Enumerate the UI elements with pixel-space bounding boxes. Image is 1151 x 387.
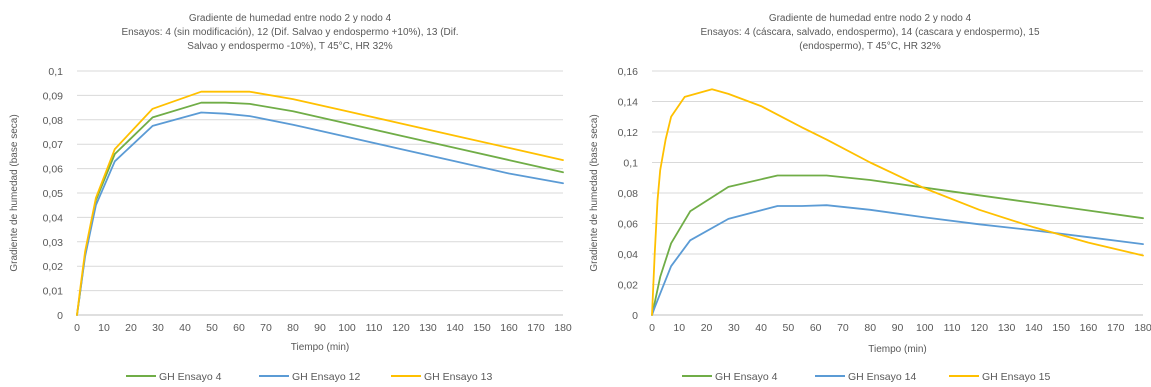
x-tick-label: 170 xyxy=(527,322,545,334)
x-tick-label: 30 xyxy=(728,322,740,334)
x-tick-label: 130 xyxy=(998,322,1016,334)
x-tick-label: 70 xyxy=(837,322,849,334)
chart-title-line: Gradiente de humedad entre nodo 2 y nodo… xyxy=(189,13,392,24)
x-tick-label: 110 xyxy=(944,322,961,334)
x-tick-label: 120 xyxy=(971,322,989,334)
legend-label: GH Ensayo 4 xyxy=(159,371,222,383)
x-tick-label: 80 xyxy=(864,322,876,334)
x-tick-label: 140 xyxy=(1025,322,1043,334)
y-tick-label: 0,08 xyxy=(618,188,639,200)
x-tick-label: 150 xyxy=(1052,322,1070,334)
series-line-2 xyxy=(76,111,564,316)
series-line-1 xyxy=(651,174,1144,316)
chart-title-line: Ensayos: 4 (sin modificación), 12 (Dif. … xyxy=(121,27,458,38)
x-tick-label: 50 xyxy=(206,322,218,334)
y-tick-label: 0,03 xyxy=(43,237,64,249)
series-line-2 xyxy=(651,204,1144,316)
x-tick-label: 90 xyxy=(892,322,904,334)
y-tick-label: 0,06 xyxy=(618,219,639,231)
chart-title-line: Gradiente de humedad entre nodo 2 y nodo… xyxy=(769,13,972,24)
y-tick-label: 0,04 xyxy=(618,249,639,261)
x-tick-label: 170 xyxy=(1107,322,1125,334)
x-tick-label: 140 xyxy=(446,322,464,334)
x-tick-label: 60 xyxy=(810,322,822,334)
y-tick-label: 0,16 xyxy=(618,66,639,78)
x-tick-label: 100 xyxy=(916,322,934,334)
y-axis-title: Gradiente de humedad (base seca) xyxy=(9,114,20,271)
legend-label: GH Ensayo 4 xyxy=(715,371,778,383)
x-tick-label: 20 xyxy=(125,322,137,334)
x-tick-label: 110 xyxy=(366,322,383,334)
x-tick-label: 150 xyxy=(473,322,491,334)
x-tick-label: 130 xyxy=(419,322,437,334)
y-tick-label: 0,02 xyxy=(618,280,639,292)
x-tick-label: 20 xyxy=(701,322,713,334)
y-tick-label: 0,12 xyxy=(618,127,639,139)
y-tick-label: 0,08 xyxy=(43,115,64,127)
y-tick-label: 0,06 xyxy=(43,164,64,176)
y-tick-label: 0 xyxy=(632,310,638,322)
y-axis-title: Gradiente de humedad (base seca) xyxy=(589,114,600,271)
x-tick-label: 120 xyxy=(392,322,410,334)
x-tick-label: 40 xyxy=(755,322,767,334)
x-tick-label: 160 xyxy=(500,322,518,334)
y-tick-label: 0,05 xyxy=(43,188,64,200)
y-tick-label: 0,14 xyxy=(618,97,639,109)
y-tick-label: 0,07 xyxy=(43,139,64,151)
x-tick-label: 50 xyxy=(783,322,795,334)
series-line-3 xyxy=(76,90,564,316)
chart-right: Gradiente de humedad entre nodo 2 y nodo… xyxy=(589,13,1151,383)
chart-title-line: Ensayos: 4 (cáscara, salvado, endospermo… xyxy=(700,27,1039,38)
y-tick-label: 0 xyxy=(57,310,63,322)
y-tick-label: 0,1 xyxy=(48,66,63,78)
x-tick-label: 70 xyxy=(260,322,272,334)
x-axis-title: Tiempo (min) xyxy=(868,344,927,355)
x-tick-label: 60 xyxy=(233,322,245,334)
y-tick-label: 0,09 xyxy=(43,90,64,102)
legend-label: GH Ensayo 14 xyxy=(848,371,916,383)
x-tick-label: 100 xyxy=(338,322,356,334)
x-tick-label: 180 xyxy=(1134,322,1151,334)
y-tick-label: 0,02 xyxy=(43,261,64,273)
x-tick-label: 10 xyxy=(673,322,685,334)
legend-label: GH Ensayo 12 xyxy=(292,371,360,383)
series-line-3 xyxy=(651,88,1144,316)
chart-title-line: Salvao y endospermo -10%), T 45°C, HR 32… xyxy=(187,41,393,52)
x-tick-label: 30 xyxy=(152,322,164,334)
y-tick-label: 0,01 xyxy=(43,286,64,298)
y-tick-label: 0,04 xyxy=(43,212,64,224)
chart-title-line: (endospermo), T 45°C, HR 32% xyxy=(799,41,941,52)
series-line-1 xyxy=(76,101,564,316)
x-tick-label: 80 xyxy=(287,322,299,334)
x-tick-label: 160 xyxy=(1080,322,1098,334)
y-tick-label: 0,1 xyxy=(623,158,638,170)
x-tick-label: 40 xyxy=(179,322,191,334)
x-tick-label: 0 xyxy=(74,322,80,334)
x-tick-label: 180 xyxy=(554,322,572,334)
chart-left: Gradiente de humedad entre nodo 2 y nodo… xyxy=(9,13,572,383)
legend-label: GH Ensayo 13 xyxy=(424,371,492,383)
x-axis-title: Tiempo (min) xyxy=(291,342,350,353)
x-tick-label: 0 xyxy=(649,322,655,334)
legend-label: GH Ensayo 15 xyxy=(982,371,1050,383)
x-tick-label: 90 xyxy=(314,322,326,334)
x-tick-label: 10 xyxy=(98,322,110,334)
